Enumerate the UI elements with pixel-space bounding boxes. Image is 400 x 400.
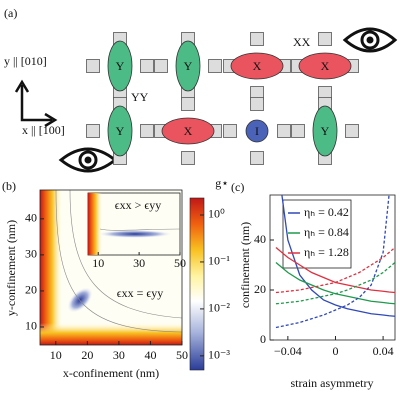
lattice-site <box>181 151 195 165</box>
x-tick-label: 10 <box>50 348 62 362</box>
lattice-site <box>277 124 291 138</box>
annotation: ϵxx > ϵyy <box>115 198 161 212</box>
orbital-label: Y <box>184 59 193 73</box>
orbital <box>230 52 284 80</box>
lattice-site <box>181 97 195 111</box>
x-tick-label: −0.04 <box>274 344 302 358</box>
lattice-site <box>250 32 264 46</box>
y-axis-title: confinement (nm) <box>238 222 252 308</box>
x-tick-label: 0.04 <box>373 344 394 358</box>
legend-box <box>282 199 352 269</box>
legend-label: ηₕ = 0.84 <box>304 225 349 239</box>
orbital <box>175 40 201 92</box>
y-axis-label: y || [010] <box>4 54 47 68</box>
y-tick-label: 20 <box>254 282 266 296</box>
x-tick-label: 30 <box>113 348 125 362</box>
arrow-heads <box>14 79 58 128</box>
legend-label: ηₕ = 1.28 <box>304 245 349 259</box>
lattice-site <box>223 124 237 138</box>
x-axis-label: x || [100] <box>22 123 65 137</box>
orbital-label: Y <box>116 124 125 138</box>
x-axis-title: strain asymmetry <box>291 376 374 390</box>
colorbar <box>189 197 205 371</box>
series-line <box>275 195 390 329</box>
lattice-site <box>318 32 332 46</box>
orbital <box>107 40 133 92</box>
orbital <box>107 105 133 157</box>
colorbar-title: g⋆ <box>215 176 229 190</box>
y-axis-title: y-confinement (nm) <box>4 220 18 316</box>
colorbar-tick-label: 10⁻¹ <box>208 254 230 268</box>
annotation: ϵxx = ϵyy <box>117 286 163 300</box>
orbital-label: I <box>255 124 259 138</box>
legend-label: ηₕ = 0.42 <box>304 205 349 219</box>
heatmap-field <box>40 189 183 345</box>
orbital <box>245 119 269 143</box>
panel-label: (a) <box>4 6 17 20</box>
annotation: XX <box>293 35 311 49</box>
inset-x-tick-label: 10 <box>92 256 104 270</box>
annotation: YY <box>131 90 149 104</box>
colorbar-tick-label: 10⁻² <box>208 301 230 315</box>
lattice-site <box>140 59 154 73</box>
x-tick-label: 40 <box>144 348 156 362</box>
y-tick-label: 30 <box>25 247 37 261</box>
orbital-label: X <box>253 59 262 73</box>
y-tick-label: 40 <box>254 232 266 246</box>
panel-label: (c) <box>231 180 244 194</box>
orbital <box>312 105 338 157</box>
plot-lines <box>275 195 395 329</box>
y-tick-label: 0 <box>260 332 266 346</box>
orbital <box>161 117 215 145</box>
panel-label: (b) <box>2 179 16 193</box>
inset-x-tick-label: 30 <box>133 256 145 270</box>
lattice-site <box>140 124 154 138</box>
lattice-site <box>345 124 359 138</box>
lattice-site <box>250 151 264 165</box>
series-line <box>275 262 395 305</box>
eye-icon <box>58 147 118 173</box>
orbital <box>298 52 352 80</box>
orbital-label: Y <box>116 59 125 73</box>
x-tick-label: 20 <box>81 348 93 362</box>
lattice-site <box>291 124 305 138</box>
lattice-site <box>208 59 222 73</box>
plot-frame <box>39 189 183 346</box>
panel-a: (a) y || [010] x || [100] XX YY Y Y X XY X I Y <box>4 6 398 173</box>
y-tick-label: 40 <box>25 211 37 225</box>
series-line <box>281 195 395 317</box>
orbital-label: X <box>184 124 193 138</box>
orbital-label: Y <box>321 124 330 138</box>
lattice-site <box>86 59 100 73</box>
plot-frame <box>269 194 396 341</box>
y-tick-label: 20 <box>25 283 37 297</box>
colorbar-tick-label: 10⁻³ <box>208 348 230 362</box>
series-line <box>275 247 395 294</box>
lattice-site <box>154 59 168 73</box>
lattice-site <box>86 124 100 138</box>
x-tick-label: 0 <box>332 344 338 358</box>
x-tick-label: 50 <box>176 348 188 362</box>
axis-arrows <box>20 85 52 122</box>
y-tick-label: 10 <box>25 319 37 333</box>
colorbar-tick-label: 10⁰ <box>208 207 225 221</box>
x-axis-title: x-confinement (nm) <box>63 366 159 380</box>
inset-x-tick-label: 50 <box>174 256 186 270</box>
orbital-label: X <box>321 59 330 73</box>
lattice-site <box>250 97 264 111</box>
eye-icon <box>342 27 398 53</box>
